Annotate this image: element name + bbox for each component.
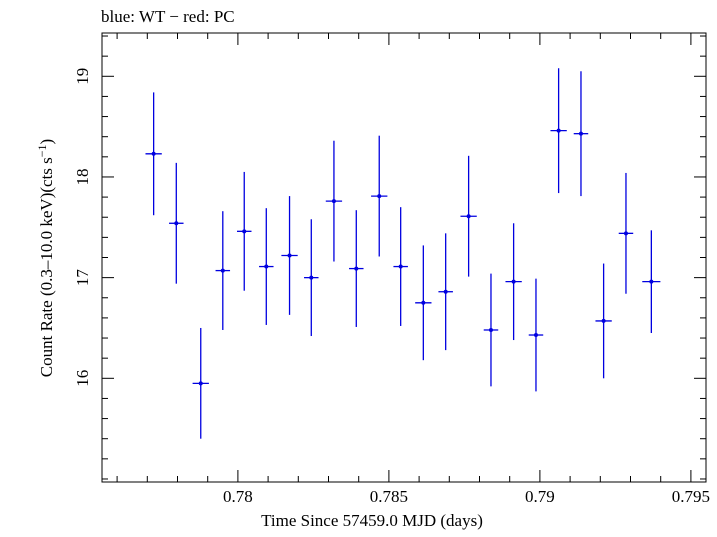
y-axis-label-exponent: −1 bbox=[35, 144, 49, 157]
data-point bbox=[371, 135, 388, 257]
data-point bbox=[550, 68, 567, 194]
data-point bbox=[483, 273, 499, 387]
data-marker bbox=[174, 221, 179, 226]
x-tick-label: 0.79 bbox=[525, 487, 555, 506]
x-tick-label: 0.795 bbox=[672, 487, 710, 506]
data-point bbox=[595, 263, 612, 379]
data-point bbox=[642, 230, 661, 334]
data-marker bbox=[533, 333, 538, 338]
x-tick-label: 0.78 bbox=[223, 487, 253, 506]
data-marker bbox=[488, 327, 493, 332]
data-marker bbox=[377, 194, 382, 199]
data-point bbox=[505, 223, 522, 341]
data-marker bbox=[198, 381, 203, 386]
data-marker bbox=[623, 231, 628, 236]
axes-layer: 0.78 0.785 0.79 0.795 16 17 18 19 bbox=[73, 33, 710, 506]
data-point bbox=[281, 196, 298, 315]
y-axis-label: Count Rate (0.3–10.0 keV)(cts s−1) bbox=[35, 139, 56, 377]
data-point bbox=[415, 245, 432, 361]
data-marks-layer bbox=[145, 68, 661, 439]
data-point bbox=[438, 233, 453, 351]
data-point bbox=[528, 278, 544, 392]
chart-title: blue: WT − red: PC bbox=[101, 7, 235, 26]
data-point bbox=[349, 210, 364, 327]
y-tick-label: 17 bbox=[73, 269, 92, 287]
data-point bbox=[192, 327, 209, 439]
data-point bbox=[169, 162, 184, 284]
y-tick-label: 16 bbox=[73, 370, 92, 387]
data-point bbox=[215, 211, 231, 330]
y-axis-label-close: ) bbox=[37, 139, 56, 145]
data-marker bbox=[578, 131, 583, 136]
data-marker bbox=[220, 268, 225, 273]
data-marker bbox=[421, 300, 426, 305]
data-marker bbox=[511, 279, 516, 284]
data-marker bbox=[398, 264, 403, 269]
y-axis-label-main: Count Rate (0.3–10.0 keV)(cts s bbox=[37, 157, 56, 377]
data-marker bbox=[287, 253, 292, 258]
data-point bbox=[304, 219, 319, 337]
data-point bbox=[618, 172, 634, 294]
data-marker bbox=[443, 289, 448, 294]
y-tick-label: 19 bbox=[73, 68, 92, 85]
data-marker bbox=[354, 266, 359, 271]
data-marker bbox=[264, 264, 269, 269]
data-point bbox=[145, 92, 162, 216]
data-point bbox=[573, 71, 589, 197]
data-marker bbox=[466, 214, 471, 219]
x-tick-label: 0.785 bbox=[370, 487, 408, 506]
data-point bbox=[325, 140, 343, 262]
data-marker bbox=[331, 199, 336, 204]
data-point bbox=[460, 155, 477, 277]
data-marker bbox=[649, 279, 654, 284]
data-marker bbox=[556, 128, 561, 133]
data-point bbox=[393, 207, 408, 326]
data-marker bbox=[242, 229, 247, 234]
x-axis-label: Time Since 57459.0 MJD (days) bbox=[261, 511, 483, 530]
data-marker bbox=[309, 275, 314, 280]
y-tick-label: 18 bbox=[73, 168, 92, 185]
data-marker bbox=[601, 318, 606, 323]
data-marker bbox=[151, 151, 156, 156]
data-point bbox=[236, 171, 252, 291]
data-point bbox=[259, 208, 274, 325]
